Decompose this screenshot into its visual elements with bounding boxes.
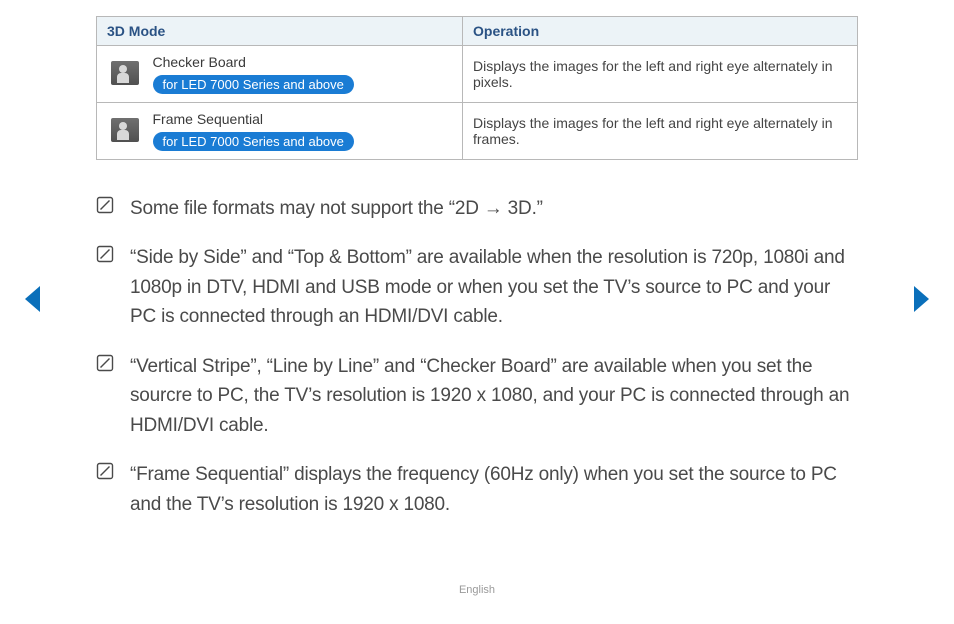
mode-icon-cell: [97, 103, 153, 160]
person-icon: [111, 61, 139, 85]
person-icon: [111, 118, 139, 142]
th-mode: 3D Mode: [97, 17, 463, 46]
footer-language: English: [0, 584, 954, 596]
mode-title: Checker Board: [153, 54, 453, 70]
table-row: Checker Board for LED 7000 Series and ab…: [97, 46, 858, 103]
chevron-right-icon: [910, 284, 932, 314]
mode-cell: Frame Sequential for LED 7000 Series and…: [153, 103, 463, 160]
next-arrow[interactable]: [910, 284, 932, 314]
table-row: Frame Sequential for LED 7000 Series and…: [97, 103, 858, 160]
note-icon: [96, 352, 114, 381]
notes-section: Some file formats may not support the “2…: [96, 194, 858, 519]
note-item: “Side by Side” and “Top & Bottom” are av…: [96, 243, 858, 331]
prev-arrow[interactable]: [22, 284, 44, 314]
mode-icon-cell: [97, 46, 153, 103]
note-text: “Vertical Stripe”, “Line by Line” and “C…: [130, 352, 858, 440]
mode-title: Frame Sequential: [153, 111, 453, 127]
mode-cell: Checker Board for LED 7000 Series and ab…: [153, 46, 463, 103]
operation-cell: Displays the images for the left and rig…: [463, 103, 858, 160]
note-icon: [96, 194, 114, 223]
note-text: Some file formats may not support the “2…: [130, 194, 858, 223]
note-text: “Side by Side” and “Top & Bottom” are av…: [130, 243, 858, 331]
note-icon: [96, 243, 114, 272]
mode-table: 3D Mode Operation Checker Board for LED …: [96, 16, 858, 160]
note-icon: [96, 460, 114, 489]
note-item: “Frame Sequential” displays the frequenc…: [96, 460, 858, 519]
chevron-left-icon: [22, 284, 44, 314]
note-text: “Frame Sequential” displays the frequenc…: [130, 460, 858, 519]
series-badge: for LED 7000 Series and above: [153, 75, 354, 94]
page-container: 3D Mode Operation Checker Board for LED …: [96, 16, 858, 539]
note-item: Some file formats may not support the “2…: [96, 194, 858, 223]
operation-cell: Displays the images for the left and rig…: [463, 46, 858, 103]
series-badge: for LED 7000 Series and above: [153, 132, 354, 151]
th-operation: Operation: [463, 17, 858, 46]
note-item: “Vertical Stripe”, “Line by Line” and “C…: [96, 352, 858, 440]
